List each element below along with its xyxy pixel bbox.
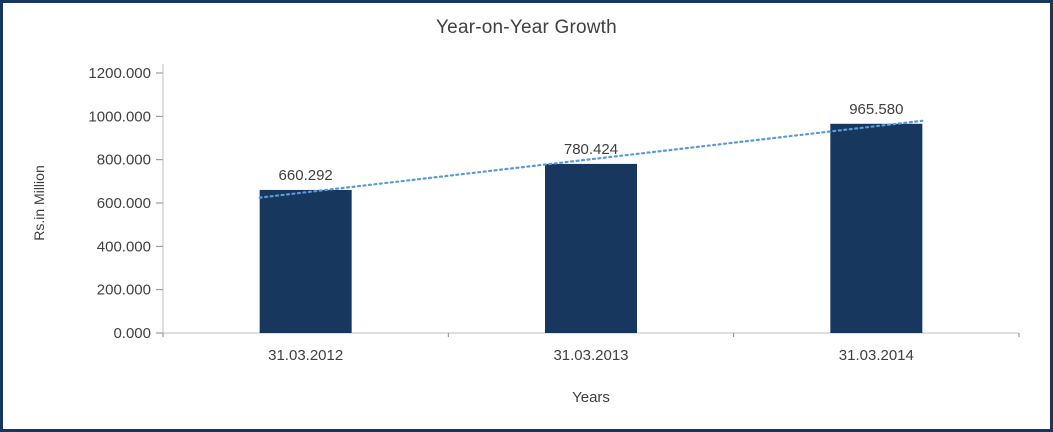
- y-tick-label: 600.000: [97, 195, 151, 212]
- bar-value-label: 780.424: [564, 141, 618, 158]
- x-axis-title: Years: [572, 389, 610, 406]
- chart-title: Year-on-Year Growth: [436, 17, 617, 38]
- bar: [545, 163, 637, 333]
- x-tick-label: 31.03.2014: [839, 347, 914, 364]
- bar-value-label: 965.580: [849, 101, 903, 118]
- x-tick-label: 31.03.2012: [268, 347, 343, 364]
- y-tick-label: 200.000: [97, 282, 151, 299]
- trendline: [258, 119, 924, 199]
- bar-chart: 0.000 200.000 400.000 600.000 800.000 1000.00…: [88, 64, 1020, 364]
- y-tick-label: 0.000: [113, 325, 151, 342]
- bar: [830, 123, 923, 333]
- x-tick-label: 31.03.2013: [553, 347, 628, 364]
- y-tick-label: 1200.000: [88, 65, 151, 82]
- y-tick-label: 800.000: [97, 152, 151, 169]
- y-tick-label: 1000.000: [88, 108, 151, 125]
- y-tick-label: 400.000: [97, 238, 151, 255]
- bar-value-label: 660.292: [279, 167, 333, 184]
- bar: [259, 189, 352, 333]
